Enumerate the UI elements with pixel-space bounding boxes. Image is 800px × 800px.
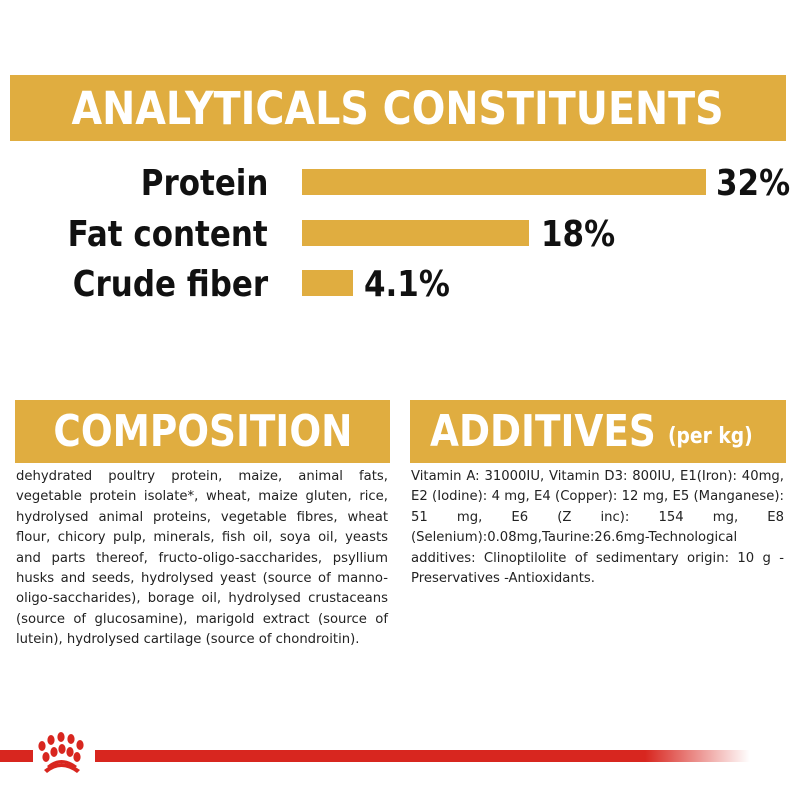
- row-label: Fat content: [35, 209, 268, 259]
- row-value-text: 4.1%: [364, 263, 450, 305]
- chart-row-fat: Fat content 18%: [0, 209, 800, 259]
- row-value: 4.1%: [364, 259, 464, 309]
- row-label-text: Fat content: [67, 213, 268, 255]
- row-value-text: 18%: [541, 213, 616, 255]
- footer-red-line-right: [95, 750, 750, 762]
- additives-title: ADDITIVES: [430, 406, 656, 457]
- row-value: 18%: [541, 209, 627, 259]
- additives-title-suffix: (per kg): [667, 424, 753, 449]
- row-value-text: 32%: [716, 162, 791, 204]
- row-label-text: Protein: [140, 162, 268, 204]
- bar-fiber: [302, 270, 353, 296]
- composition-header: COMPOSITION: [15, 400, 390, 463]
- composition-title: COMPOSITION: [52, 406, 353, 457]
- composition-text: dehydrated poultry protein, maize, anima…: [16, 469, 388, 648]
- row-value: 32%: [716, 158, 800, 208]
- bar-fat: [302, 220, 529, 246]
- chart-row-protein: Protein 32%: [0, 158, 800, 208]
- row-label: Crude fiber: [41, 259, 268, 309]
- crown-icon: [38, 732, 84, 773]
- row-label: Protein: [120, 158, 268, 208]
- footer-red-line-left: [0, 750, 33, 762]
- bar-protein: [302, 169, 706, 195]
- row-label-text: Crude fiber: [72, 263, 268, 305]
- analyticals-header: ANALYTICALS CONSTITUENTS: [10, 75, 786, 141]
- chart-row-fiber: Crude fiber 4.1%: [0, 259, 800, 309]
- additives-header: ADDITIVES (per kg): [410, 400, 786, 463]
- additives-text: Vitamin A: 31000IU, Vitamin D3: 800IU, E…: [411, 469, 784, 587]
- analyticals-title: ANALYTICALS CONSTITUENTS: [71, 81, 725, 135]
